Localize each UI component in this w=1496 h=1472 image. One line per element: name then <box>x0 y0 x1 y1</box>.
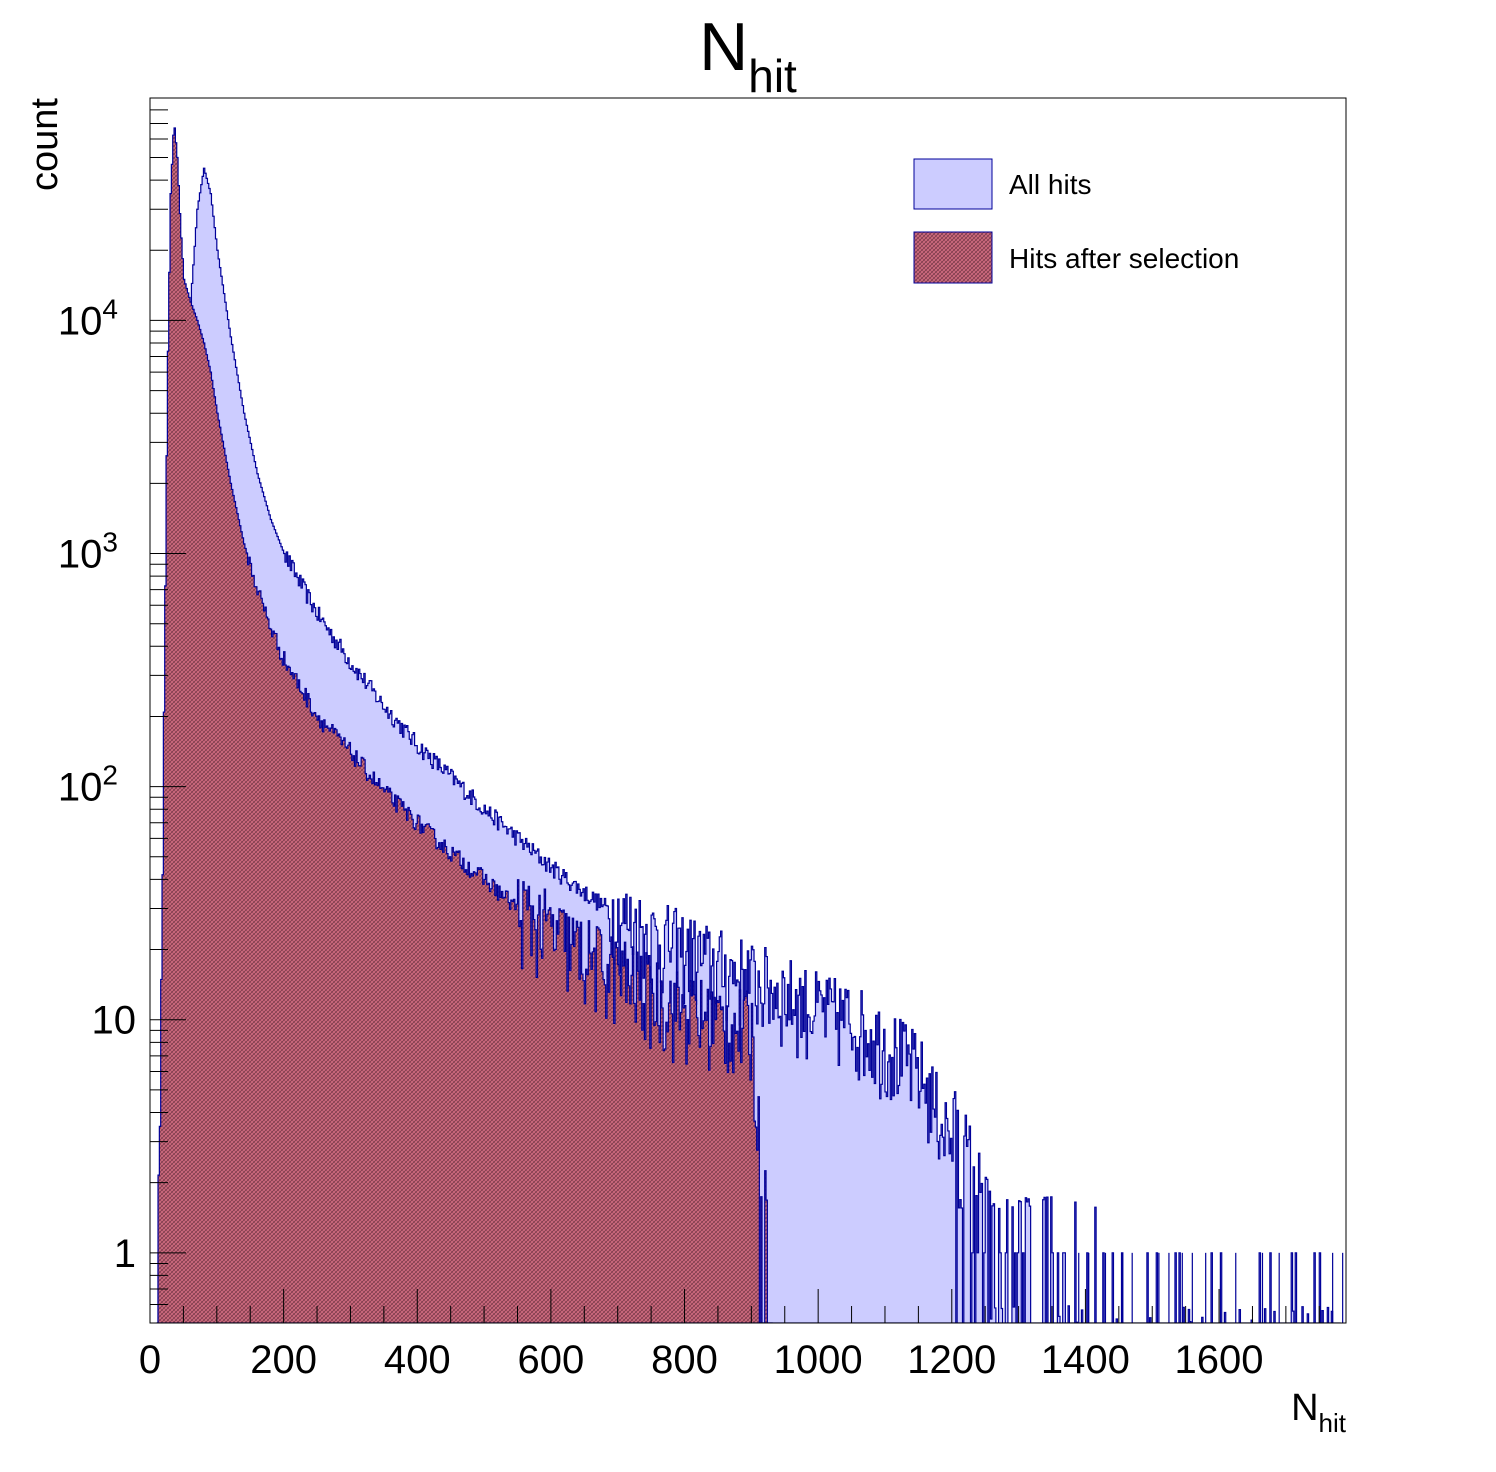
legend-label-all-hits: All hits <box>1009 169 1091 200</box>
chart-title: Nhit <box>699 9 797 102</box>
chart-title-sub: hit <box>748 50 797 102</box>
y-tick-label: 10 <box>92 999 137 1043</box>
y-axis-label: count <box>24 98 66 191</box>
x-tick-label: 1200 <box>907 1338 996 1382</box>
y-tick-label: 1 <box>114 1232 136 1276</box>
x-tick-label: 200 <box>250 1338 317 1382</box>
legend: All hits Hits after selection <box>913 158 1239 284</box>
x-tick-label: 1000 <box>774 1338 863 1382</box>
x-tick-label: 0 <box>139 1338 161 1382</box>
x-tick-label: 600 <box>518 1338 585 1382</box>
series-area-hits-after-selection <box>156 127 773 1323</box>
chart-title-main: N <box>699 9 748 85</box>
legend-swatch-hits-after-selection <box>913 231 993 284</box>
x-axis-label-sub: hit <box>1319 1408 1347 1438</box>
legend-swatch-all-hits <box>913 158 993 210</box>
x-tick-label: 1600 <box>1175 1338 1264 1382</box>
x-tick-label: 800 <box>651 1338 718 1382</box>
x-tick-label: 1400 <box>1041 1338 1130 1382</box>
series-hits-after-selection <box>156 127 773 1323</box>
plot-frame <box>149 97 1347 1324</box>
y-tick-label: 103 <box>58 527 118 577</box>
x-tick-label: 400 <box>384 1338 451 1382</box>
series-layer <box>156 127 1344 1323</box>
y-tick-label: 102 <box>58 760 118 810</box>
legend-label-hits-after-selection: Hits after selection <box>1009 243 1239 274</box>
axes-layer: 0 200 400 600 800 1000 1200 1400 1600 1 10 102 103 10… <box>58 97 1320 1382</box>
x-axis-label-main: N <box>1291 1387 1318 1429</box>
tail-spikes <box>1078 1252 1344 1323</box>
y-tick-label: 104 <box>58 293 118 343</box>
x-axis-label: Nhit <box>1291 1387 1347 1438</box>
